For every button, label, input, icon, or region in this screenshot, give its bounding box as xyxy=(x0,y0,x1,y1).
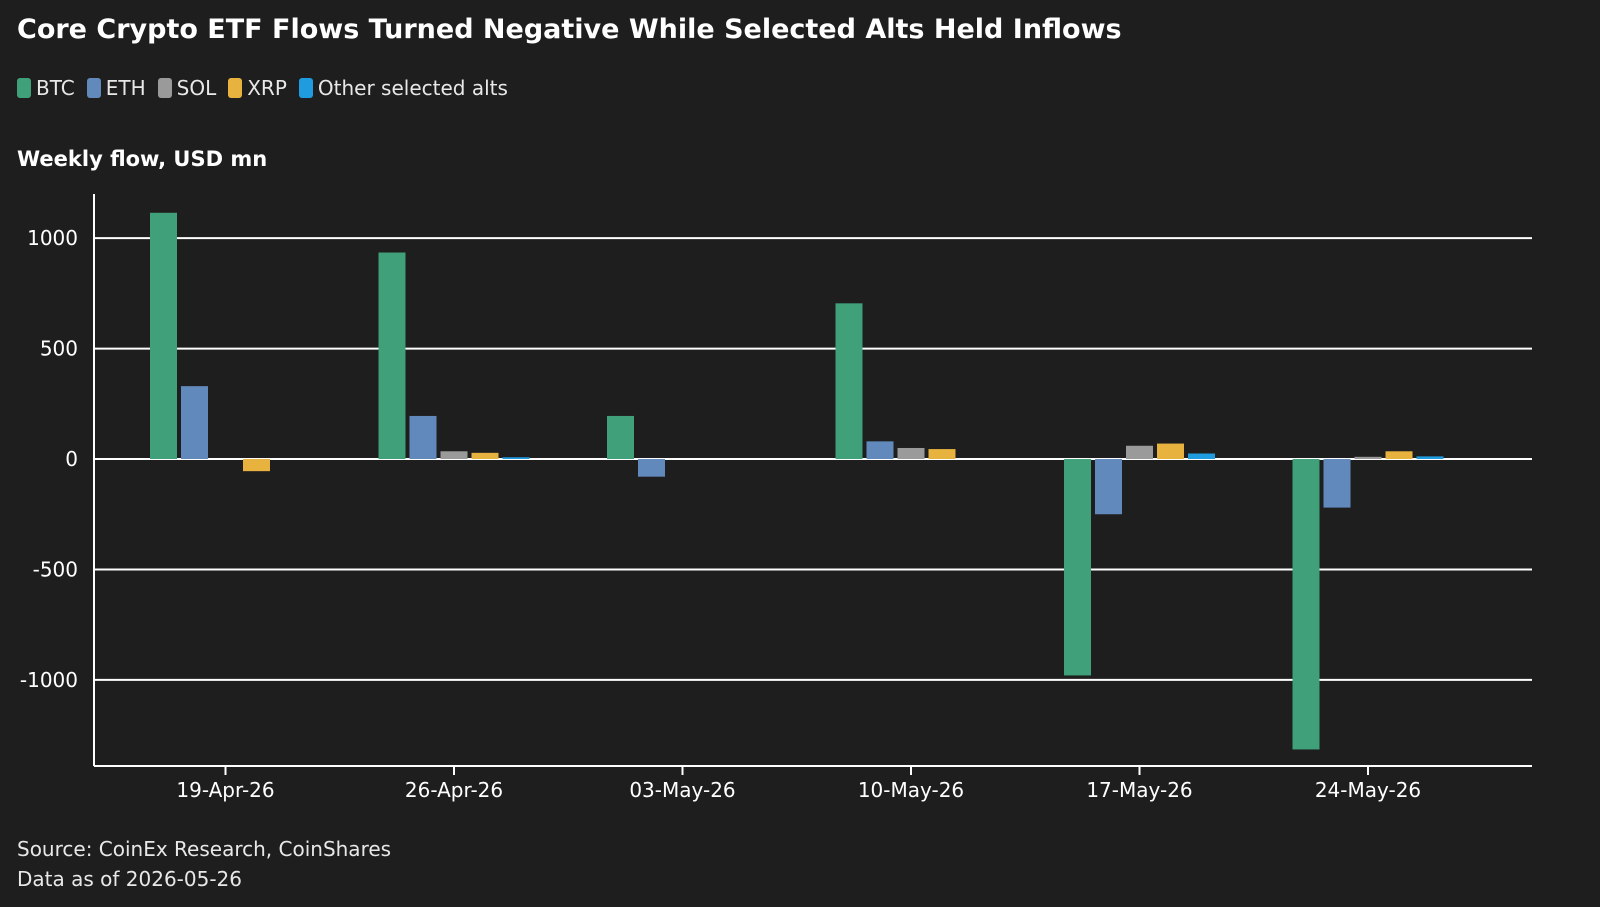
bar-xrp-17-may-26 xyxy=(1157,443,1184,460)
legend-item-other-selected-alts: Other selected alts xyxy=(298,76,508,100)
bar-eth-24-may-26 xyxy=(1323,459,1351,508)
legend-label: Other selected alts xyxy=(317,76,508,100)
legend-item-eth: ETH xyxy=(86,76,146,100)
legend-label: XRP xyxy=(247,76,287,100)
bar-sol-17-may-26 xyxy=(1126,445,1153,460)
source-note: Source: CoinEx Research, CoinShares Data… xyxy=(17,834,391,894)
legend-item-sol: SOL xyxy=(157,76,217,100)
x-tick-label: 24-May-26 xyxy=(1315,778,1421,802)
legend-swatch xyxy=(86,78,101,98)
bar-xrp-19-apr-26 xyxy=(243,459,270,472)
y-tick-label: 1000 xyxy=(27,226,78,250)
bar-btc-10-may-26 xyxy=(835,303,863,460)
y-tick-label: -1000 xyxy=(20,668,78,692)
bar-other-selected-alts-24-may-26 xyxy=(1416,456,1444,460)
bar-eth-26-apr-26 xyxy=(409,415,437,460)
chart-title: Core Crypto ETF Flows Turned Negative Wh… xyxy=(17,14,1122,45)
x-tick-label: 26-Apr-26 xyxy=(405,778,503,802)
bar-btc-03-may-26 xyxy=(607,415,634,460)
bar-eth-17-may-26 xyxy=(1095,459,1122,515)
legend-swatch xyxy=(157,78,172,98)
bar-btc-26-apr-26 xyxy=(378,252,406,460)
bar-xrp-26-apr-26 xyxy=(471,452,499,460)
bar-xrp-10-may-26 xyxy=(928,449,956,460)
bar-eth-03-may-26 xyxy=(638,459,665,477)
x-tick-label: 19-Apr-26 xyxy=(176,778,274,802)
bar-xrp-24-may-26 xyxy=(1385,451,1413,460)
bar-sol-24-may-26 xyxy=(1354,456,1382,460)
bar-other-selected-alts-17-may-26 xyxy=(1188,453,1215,460)
bar-btc-17-may-26 xyxy=(1064,459,1091,676)
legend-label: BTC xyxy=(36,76,75,100)
x-tick-label: 10-May-26 xyxy=(858,778,964,802)
bar-sol-26-apr-26 xyxy=(440,451,468,460)
legend-swatch xyxy=(228,78,243,98)
y-axis-label: Weekly flow, USD mn xyxy=(17,147,268,171)
bar-btc-19-apr-26 xyxy=(150,212,177,460)
y-tick-label: 500 xyxy=(40,337,78,361)
bar-eth-19-apr-26 xyxy=(181,386,208,460)
legend-item-btc: BTC xyxy=(17,76,75,100)
bar-sol-10-may-26 xyxy=(897,447,925,460)
source-text: Source: CoinEx Research, CoinShares xyxy=(17,837,392,861)
legend-label: SOL xyxy=(176,76,217,100)
x-tick-label: 17-May-26 xyxy=(1086,778,1192,802)
legend-swatch xyxy=(298,78,313,98)
bar-eth-10-may-26 xyxy=(866,441,894,460)
legend-item-xrp: XRP xyxy=(228,76,287,100)
chart-legend: BTC ETH SOL XRP Other selected alts xyxy=(17,76,520,100)
y-tick-label: -500 xyxy=(33,557,78,581)
x-tick-label: 03-May-26 xyxy=(629,778,735,802)
bar-btc-24-may-26 xyxy=(1292,459,1320,750)
legend-swatch xyxy=(17,78,31,98)
data-date-text: Data as of 2026-05-26 xyxy=(17,867,243,891)
bar-other-selected-alts-26-apr-26 xyxy=(502,457,530,460)
legend-label: ETH xyxy=(105,76,146,100)
y-tick-label: 0 xyxy=(65,447,78,471)
